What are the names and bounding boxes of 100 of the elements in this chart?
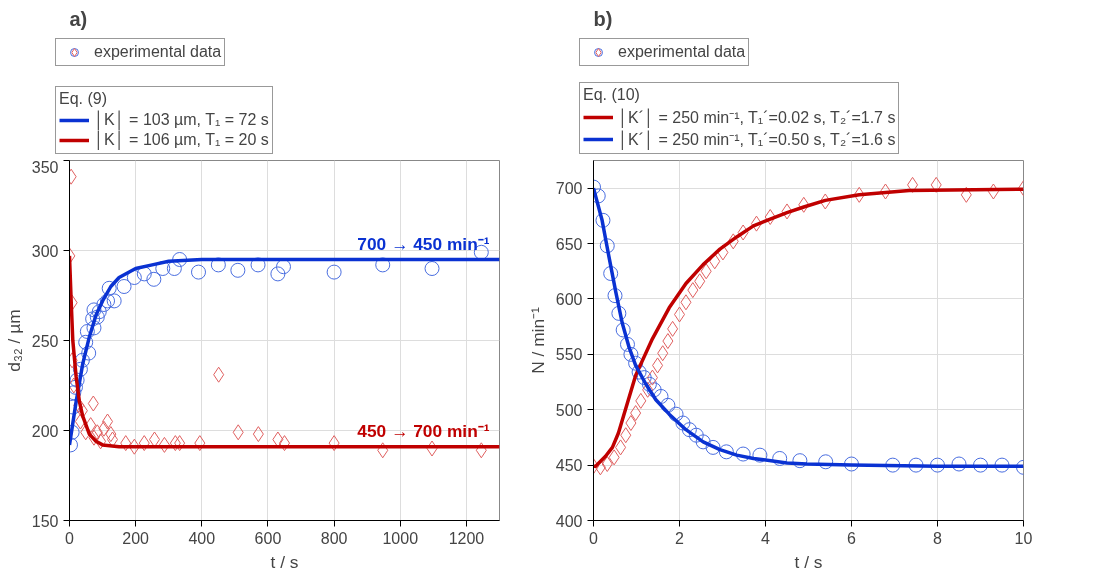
point (641, 376, 657, 392)
point (694, 273, 706, 290)
point (194, 435, 206, 452)
point (652, 357, 664, 374)
point (608, 449, 620, 466)
point (772, 450, 788, 466)
point (930, 176, 942, 193)
y-tick-label: 500 (555, 401, 583, 419)
point (798, 196, 810, 213)
point (907, 176, 919, 193)
point (844, 456, 859, 472)
point (752, 447, 768, 463)
point (375, 257, 391, 273)
point (252, 426, 264, 443)
x-tick-label: 0 (589, 529, 599, 547)
point (426, 440, 438, 457)
point (695, 434, 711, 450)
point (377, 442, 389, 459)
point (735, 446, 751, 462)
point (595, 212, 611, 228)
point (611, 305, 627, 321)
y-axis-title: N / min⁻¹ (527, 306, 548, 374)
point (138, 435, 150, 452)
chart-title: a) (69, 7, 88, 30)
point (89, 309, 105, 325)
point (727, 233, 739, 250)
legend-title: Eq. (10) (583, 86, 641, 104)
point (681, 422, 697, 438)
annotation: 700 → 450 min⁻¹ (357, 233, 490, 254)
x-tick-label: 10 (1014, 529, 1033, 547)
point (86, 302, 102, 318)
y-tick-label: 700 (555, 180, 583, 198)
point (642, 381, 654, 398)
point (987, 183, 999, 200)
point (169, 435, 181, 452)
point (879, 183, 891, 200)
y-tick-label: 200 (31, 422, 59, 440)
point (601, 456, 613, 473)
point (667, 320, 679, 337)
legend-label: experimental data (618, 43, 746, 61)
point (607, 288, 623, 304)
point (657, 345, 669, 362)
point (174, 435, 186, 452)
point (646, 382, 662, 398)
point (91, 304, 107, 320)
point (74, 352, 90, 368)
y-tick-label: 600 (555, 290, 583, 308)
point (102, 413, 114, 430)
x-axis-title: t / s (794, 551, 823, 572)
point (646, 369, 658, 386)
point (951, 456, 967, 472)
point (660, 397, 676, 413)
point (95, 433, 107, 450)
point (781, 203, 793, 220)
point (81, 345, 97, 361)
x-tick-label: 200 (122, 529, 150, 547)
legend-label: │K´│ = 250 min⁻¹, T₁´=0.02 s, T₂´=1.7 s (618, 107, 896, 128)
point (636, 370, 652, 386)
x-tick-label: 1200 (448, 529, 485, 547)
chart-title: b) (593, 7, 613, 30)
point (69, 372, 85, 388)
legend-label: experimental data (94, 43, 222, 61)
legend-label: │K│ = 103 µm, T₁ = 72 s (94, 111, 269, 129)
x-tick-label: 2 (675, 529, 685, 547)
x-tick-label: 0 (65, 529, 75, 547)
point (80, 424, 92, 441)
x-tick-label: 8 (933, 529, 943, 547)
point (675, 415, 691, 431)
x-tick-label: 6 (847, 529, 857, 547)
point (973, 457, 988, 473)
legend-label: │K│ = 106 µm, T₁ = 20 s (94, 131, 269, 149)
point (96, 297, 112, 312)
point (599, 238, 615, 254)
point (146, 271, 162, 287)
point (475, 442, 487, 459)
point (620, 427, 632, 444)
point (619, 336, 635, 352)
x-axis-title: t / s (270, 551, 299, 572)
y-tick-label: 300 (31, 242, 59, 260)
x-tick-label: 600 (254, 529, 282, 547)
y-tick-label: 350 (31, 158, 59, 176)
point (668, 406, 684, 422)
point (764, 208, 776, 225)
point (72, 361, 88, 377)
point (709, 253, 721, 270)
y-tick-label: 450 (555, 457, 583, 475)
point (680, 294, 692, 311)
y-tick-label: 250 (31, 332, 59, 350)
point (87, 395, 99, 412)
point (930, 457, 945, 473)
point (191, 264, 206, 280)
point (960, 186, 972, 203)
point (631, 364, 647, 380)
point (101, 280, 117, 296)
point (78, 334, 94, 350)
point (100, 293, 116, 309)
point (623, 346, 639, 362)
point (250, 257, 266, 273)
point (853, 186, 865, 203)
point (885, 457, 901, 473)
